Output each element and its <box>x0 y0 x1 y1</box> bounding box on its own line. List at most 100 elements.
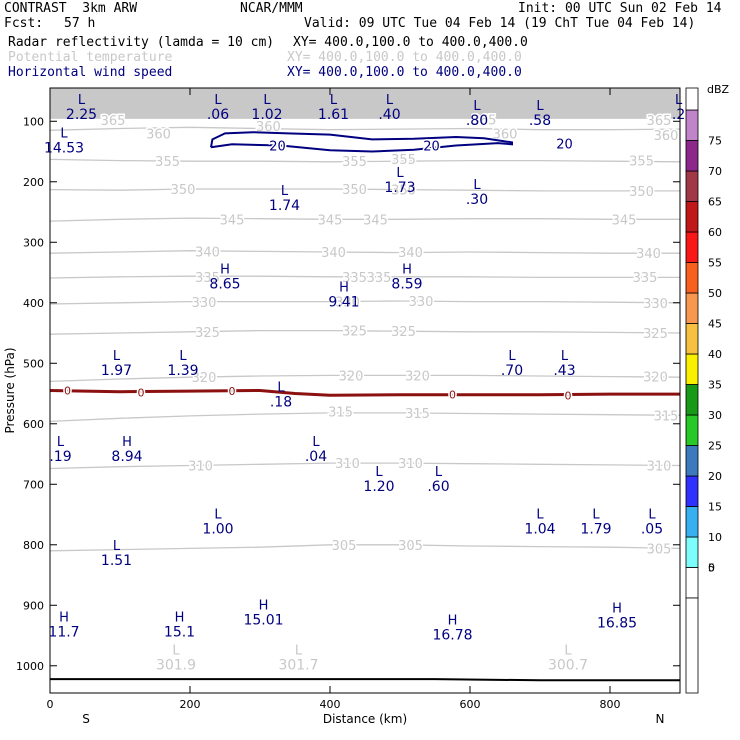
extremum-value: 301.9 <box>156 658 196 674</box>
theta-label-320: 320 <box>643 371 668 386</box>
extremum-low-marker: L <box>386 93 394 108</box>
theta-contour-360 <box>50 126 680 131</box>
fcst-label: Fcst: <box>4 16 44 31</box>
y-tick-label: 800 <box>23 539 44 552</box>
extremum-value: .70 <box>501 363 523 379</box>
extremum-high-marker: H <box>220 263 230 278</box>
theta-label-320: 320 <box>339 369 364 384</box>
extremum-high-marker: H <box>259 598 269 613</box>
extremum-low-marker: L <box>281 184 289 199</box>
theta-label-310: 310 <box>335 457 360 472</box>
extremum-value: 300.7 <box>548 658 588 674</box>
colorbar-swatch-35 <box>685 353 699 385</box>
plot-frame <box>49 87 681 694</box>
extremum-value: 2.25 <box>66 107 97 123</box>
theta-label-345: 345 <box>612 213 637 228</box>
colorbar-level-label: 50 <box>708 287 722 300</box>
colorbar-level-label: 15 <box>708 501 722 514</box>
theta-label-320: 320 <box>192 371 217 386</box>
y-tick-label: 400 <box>23 297 44 310</box>
theta-label-325: 325 <box>391 325 416 340</box>
theta-label-310: 310 <box>188 460 213 475</box>
extremum-high-marker: H <box>339 281 349 296</box>
extremum-low-marker: L <box>330 93 338 108</box>
extremum-low-marker: L <box>312 435 320 450</box>
extremum-low-marker: L <box>78 93 86 108</box>
theta-label-305: 305 <box>332 539 357 554</box>
extremum-low-marker: L <box>375 465 383 480</box>
extremum-low-marker: L <box>536 508 544 523</box>
theta-label-330: 330 <box>409 295 434 310</box>
extremum-value: 8.65 <box>209 277 240 293</box>
theta-label-345: 345 <box>220 213 245 228</box>
extremum-low-marker: L <box>396 166 404 181</box>
wind-zero-label: 0 <box>565 389 572 402</box>
theta-label-315: 315 <box>654 409 679 424</box>
header: CONTRAST 3km ARW NCAR/MMM Init: 00 UTC S… <box>0 0 740 86</box>
extremum-value: .06 <box>207 107 229 123</box>
extremum-value: 15.1 <box>164 624 195 640</box>
y-tick-label: 600 <box>23 418 44 431</box>
extremum-value: 11.7 <box>48 624 79 640</box>
colorbar-swatch-40 <box>685 323 699 355</box>
extremum-value: 1.74 <box>269 198 300 214</box>
theta-label-330: 330 <box>192 296 217 311</box>
extremum-value: 1.39 <box>167 363 198 379</box>
wind-zero-label: 0 <box>64 385 71 398</box>
theta-label-355: 355 <box>155 155 180 170</box>
theta-label-340: 340 <box>195 245 220 260</box>
extremum-low-marker: L <box>648 508 656 523</box>
extremum-value: 1.73 <box>384 180 415 196</box>
extremum-low-marker: L <box>295 644 303 659</box>
theta-label-345: 345 <box>363 213 388 228</box>
theta-label-350: 350 <box>342 183 367 198</box>
theta-contour-310 <box>50 462 680 470</box>
extremum-low-marker: L <box>508 349 516 364</box>
extremum-value: 1.97 <box>101 363 132 379</box>
extremum-low-marker: L <box>561 349 569 364</box>
colorbar-bottom-cap <box>685 597 699 694</box>
extremum-low-marker: L <box>536 99 544 114</box>
extremum-value: .60 <box>427 479 449 495</box>
extremum-value: .19 <box>49 449 71 465</box>
extremum-value: 9.41 <box>328 295 359 311</box>
wind-zero-label: 0 <box>449 389 456 402</box>
theta-contour-365 <box>50 114 680 118</box>
theta-label-310: 310 <box>398 457 423 472</box>
colorbar-level-label: 60 <box>708 226 722 239</box>
extremum-low-marker: L <box>214 508 222 523</box>
y-tick-label: 1000 <box>16 660 44 673</box>
field-name-theta: Potential temperature <box>8 50 173 65</box>
wind-zero-label: 0 <box>138 386 145 399</box>
theta-label-315: 315 <box>328 406 353 421</box>
x-tick-label: 0 <box>47 698 54 711</box>
north-end-label: N <box>656 712 665 726</box>
y-tick-label: 700 <box>23 478 44 491</box>
colorbar-level-label: 65 <box>708 196 722 209</box>
theta-contour-315 <box>50 412 680 423</box>
colorbar-level-label: 35 <box>708 379 722 392</box>
theta-label-330: 330 <box>643 297 668 312</box>
extremum-low-marker: L <box>473 99 481 114</box>
colorbar-swatch-75 <box>685 109 699 141</box>
y-tick-label: 900 <box>23 599 44 612</box>
theta-label-340: 340 <box>321 246 346 261</box>
theta-label-350: 350 <box>629 185 654 200</box>
extremum-value: .30 <box>466 192 488 208</box>
colorbar-level-label: 30 <box>708 409 722 422</box>
extremum-low-marker: L <box>473 178 481 193</box>
wind-20-label: 20 <box>423 139 440 154</box>
colorbar-title: dBZ <box>707 83 730 96</box>
field-name-wind: Horizontal wind speed <box>8 65 173 80</box>
extremum-value: 301.7 <box>278 658 318 674</box>
theta-contour-340 <box>50 250 680 254</box>
colorbar-level-label: 25 <box>708 440 722 453</box>
theta-label-335: 335 <box>195 271 220 286</box>
extremum-value: 1.00 <box>202 522 233 538</box>
extremum-value: 1.79 <box>580 522 611 538</box>
extremum-low-marker: L <box>179 349 187 364</box>
theta-contour-355 <box>50 158 680 163</box>
theta-label-335: 335 <box>342 271 367 286</box>
